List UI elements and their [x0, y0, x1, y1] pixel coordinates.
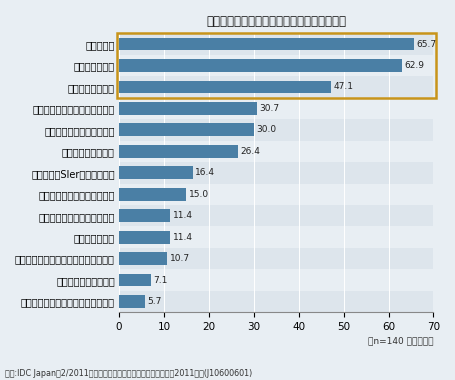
- Bar: [119, 166, 193, 179]
- Text: （n=140 複数回答）: （n=140 複数回答）: [368, 336, 434, 345]
- Bar: [119, 162, 434, 184]
- Text: 7.1: 7.1: [154, 276, 168, 285]
- Bar: [119, 124, 254, 136]
- Bar: [119, 76, 434, 98]
- Bar: [119, 274, 151, 287]
- Bar: [119, 81, 331, 93]
- Bar: [119, 252, 167, 265]
- Text: 15.0: 15.0: [189, 190, 209, 199]
- Bar: [119, 188, 187, 201]
- Bar: [119, 291, 434, 312]
- Bar: [119, 248, 434, 269]
- Text: 11.4: 11.4: [173, 211, 193, 220]
- Text: 11.4: 11.4: [173, 233, 193, 242]
- Bar: [119, 209, 170, 222]
- Text: 16.4: 16.4: [195, 168, 215, 177]
- Bar: [119, 102, 257, 115]
- Bar: [119, 33, 434, 55]
- Bar: [119, 98, 434, 119]
- Bar: [119, 141, 434, 162]
- Bar: [119, 55, 434, 76]
- Bar: [119, 295, 145, 308]
- Text: 62.9: 62.9: [404, 61, 424, 70]
- Bar: [119, 231, 170, 244]
- Title: 外部ストレージ仮想化の導入で重視する項目: 外部ストレージ仮想化の導入で重視する項目: [206, 15, 346, 28]
- Bar: [119, 269, 434, 291]
- Text: 30.7: 30.7: [260, 104, 280, 113]
- Bar: [119, 145, 238, 158]
- Text: 47.1: 47.1: [333, 82, 353, 92]
- Bar: [119, 226, 434, 248]
- Bar: [119, 59, 402, 72]
- Bar: [119, 184, 434, 205]
- Bar: [119, 119, 434, 141]
- Text: 出典:IDC Japan　2/2011　国内企業のストレージ利用実態調査　2011年版(J10600601): 出典:IDC Japan 2/2011 国内企業のストレージ利用実態調査 201…: [5, 369, 252, 378]
- Text: 65.7: 65.7: [417, 40, 437, 49]
- Bar: [119, 38, 414, 51]
- Text: 10.7: 10.7: [170, 254, 190, 263]
- Text: 5.7: 5.7: [147, 297, 162, 306]
- Text: 30.0: 30.0: [257, 125, 277, 135]
- Text: 26.4: 26.4: [240, 147, 260, 156]
- Bar: [119, 205, 434, 226]
